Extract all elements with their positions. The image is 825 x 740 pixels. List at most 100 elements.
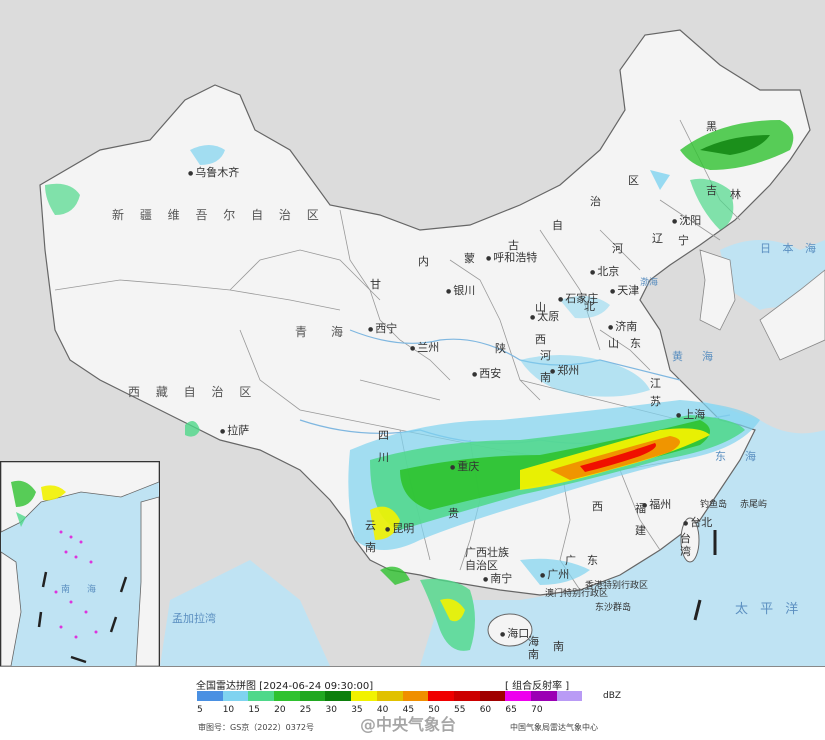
region-label-jilin-2: 林 xyxy=(730,188,741,201)
region-label-hebei-2: 北 xyxy=(584,300,595,313)
legend-panel: 全国雷达拼图 [2024-06-24 09:30:00] [ 组合反射率 ] 5… xyxy=(0,666,825,740)
city-kunming: 昆明 xyxy=(385,520,414,536)
city-xian: 西安 xyxy=(472,365,501,381)
region-label-xinjiang: 新 疆 维 吾 尔 自 治 区 xyxy=(112,208,325,222)
legend-tick: 25 xyxy=(299,705,312,715)
city-guangzhou: 广州 xyxy=(540,566,569,582)
legend-tick: 5 xyxy=(197,705,203,715)
island-diaoyu: 钓鱼岛 xyxy=(700,500,728,510)
sea-label-japan: 日 本 海 xyxy=(760,242,820,255)
region-label-nmg-4: 自 xyxy=(552,219,563,232)
city-urumqi: 乌鲁木齐 xyxy=(188,164,239,180)
legend-swatch xyxy=(376,691,403,701)
legend-tick: 20 xyxy=(274,705,286,715)
legend-tick: 65 xyxy=(505,705,517,715)
legend-tick: 10 xyxy=(222,705,235,715)
legend-swatch xyxy=(299,691,326,701)
region-label-shaanxi: 陕 xyxy=(495,342,506,355)
region-label-macau: 澳门特别行政区 xyxy=(545,589,609,599)
city-yinchuan: 银川 xyxy=(446,282,475,298)
city-lhasa: 拉萨 xyxy=(220,422,249,438)
legend-swatch xyxy=(197,691,223,701)
region-label-xizang: 西 藏 自 治 区 xyxy=(128,385,258,399)
city-jinan: 济南 xyxy=(608,318,637,334)
city-shenyang: 沈阳 xyxy=(672,212,701,228)
region-label-shandong-2: 东 xyxy=(630,337,641,350)
legend-swatch xyxy=(453,691,480,701)
city-shijiazhuang: 石家庄 xyxy=(558,290,598,306)
radar-echo-northeast xyxy=(650,120,794,230)
radar-echo-main-band xyxy=(348,400,760,550)
region-label-jiangxi: 西 xyxy=(592,500,603,513)
region-label-liaoning-1: 辽 xyxy=(652,232,663,245)
sea-area xyxy=(420,270,825,666)
legend-tick: 50 xyxy=(428,705,440,715)
region-label-hebei-1: 河 xyxy=(612,242,623,255)
city-huhehaote: 呼和浩特 xyxy=(486,249,537,265)
inset-sea-label: 南 海 xyxy=(61,585,101,595)
region-label-shandong-1: 山 xyxy=(608,337,619,350)
legend-tick: 15 xyxy=(248,705,260,715)
region-label-nmg-2: 蒙 xyxy=(464,252,475,265)
south-china-sea-inset: 南 海 xyxy=(0,461,160,666)
island-dongsha: 东沙群岛 xyxy=(595,603,632,613)
region-label-sichuan: 四 川 xyxy=(378,429,389,464)
legend-swatch xyxy=(222,691,249,701)
legend-color-bar xyxy=(197,691,583,701)
region-label-hainan: 海 南 xyxy=(528,635,539,661)
city-chongqing: 重庆 xyxy=(450,458,479,474)
city-haikou: 海口 xyxy=(500,625,529,641)
legend-tick: 60 xyxy=(479,705,492,715)
legend-tick: 30 xyxy=(325,705,337,715)
sea-label-bengal: 孟加拉湾 xyxy=(172,612,216,625)
region-label-guizhou: 贵 xyxy=(448,507,459,520)
region-label-fujian: 福 建 xyxy=(635,502,646,537)
city-zhengzhou: 郑州 xyxy=(550,362,579,378)
region-label-henan: 河 南 xyxy=(540,349,551,384)
city-tianjin: 天津 xyxy=(610,282,639,298)
sea-label-donghai: 东 海 xyxy=(715,450,760,463)
region-label-qinghai: 青 海 xyxy=(295,325,350,339)
region-label-nmg-1: 内 xyxy=(418,255,429,268)
legend-unit: dBZ xyxy=(603,691,622,701)
city-taiyuan: 太原 xyxy=(530,308,559,324)
region-label-nan: 南 xyxy=(553,640,564,653)
review-number: 审图号：GS京（2022）0372号 xyxy=(198,723,314,732)
watermark: @中央气象台 xyxy=(360,715,457,734)
sea-label-pacific: 太 平 洋 xyxy=(735,602,803,617)
legend-product: [ 组合反射率 ] xyxy=(505,681,570,692)
legend-swatch xyxy=(325,691,352,701)
region-label-taiwan: 台 湾 xyxy=(680,532,691,558)
radar-map: 新 疆 维 吾 尔 自 治 区 乌鲁木齐 西 藏 自 治 区 拉萨 青 海 西宁… xyxy=(0,0,825,666)
legend-swatch xyxy=(428,691,454,701)
region-label-nmg-5: 治 xyxy=(590,195,601,208)
legend-tick: 55 xyxy=(454,705,466,715)
legend-swatch xyxy=(479,691,506,701)
korea-peninsula xyxy=(699,249,736,331)
region-label-gansu: 甘 xyxy=(370,278,381,291)
legend-swatch xyxy=(556,691,583,701)
legend-tick: 40 xyxy=(376,705,389,715)
inset-canvas xyxy=(1,462,159,666)
source-center: 中国气象局雷达气象中心 xyxy=(510,723,598,732)
city-taibei: 台北 xyxy=(683,514,712,530)
sea-label-bohai: 渤海 xyxy=(640,278,659,288)
region-label-heilongjiang: 黑 xyxy=(706,120,717,133)
region-label-jiangsu: 江 苏 xyxy=(650,377,661,408)
city-lanzhou: 兰州 xyxy=(410,339,439,355)
city-xining: 西宁 xyxy=(368,320,397,336)
legend-swatch xyxy=(402,691,429,701)
legend-tick: 70 xyxy=(531,705,543,715)
region-label-nmg-6: 区 xyxy=(628,174,639,187)
legend-tick: 35 xyxy=(351,705,363,715)
legend-tick: 45 xyxy=(402,705,415,715)
sea-label-huanghai: 黄 海 xyxy=(672,350,717,363)
legend-swatch xyxy=(505,691,531,701)
legend-swatch xyxy=(248,691,275,701)
region-label-liaoning-2: 宁 xyxy=(678,234,689,247)
radar-echo-xinjiang xyxy=(45,145,225,437)
city-beijing: 北京 xyxy=(590,263,619,279)
city-fuzhou: 福州 xyxy=(642,496,671,512)
island-chiwei: 赤尾屿 xyxy=(740,500,768,510)
city-shanghai: 上海 xyxy=(676,406,705,422)
